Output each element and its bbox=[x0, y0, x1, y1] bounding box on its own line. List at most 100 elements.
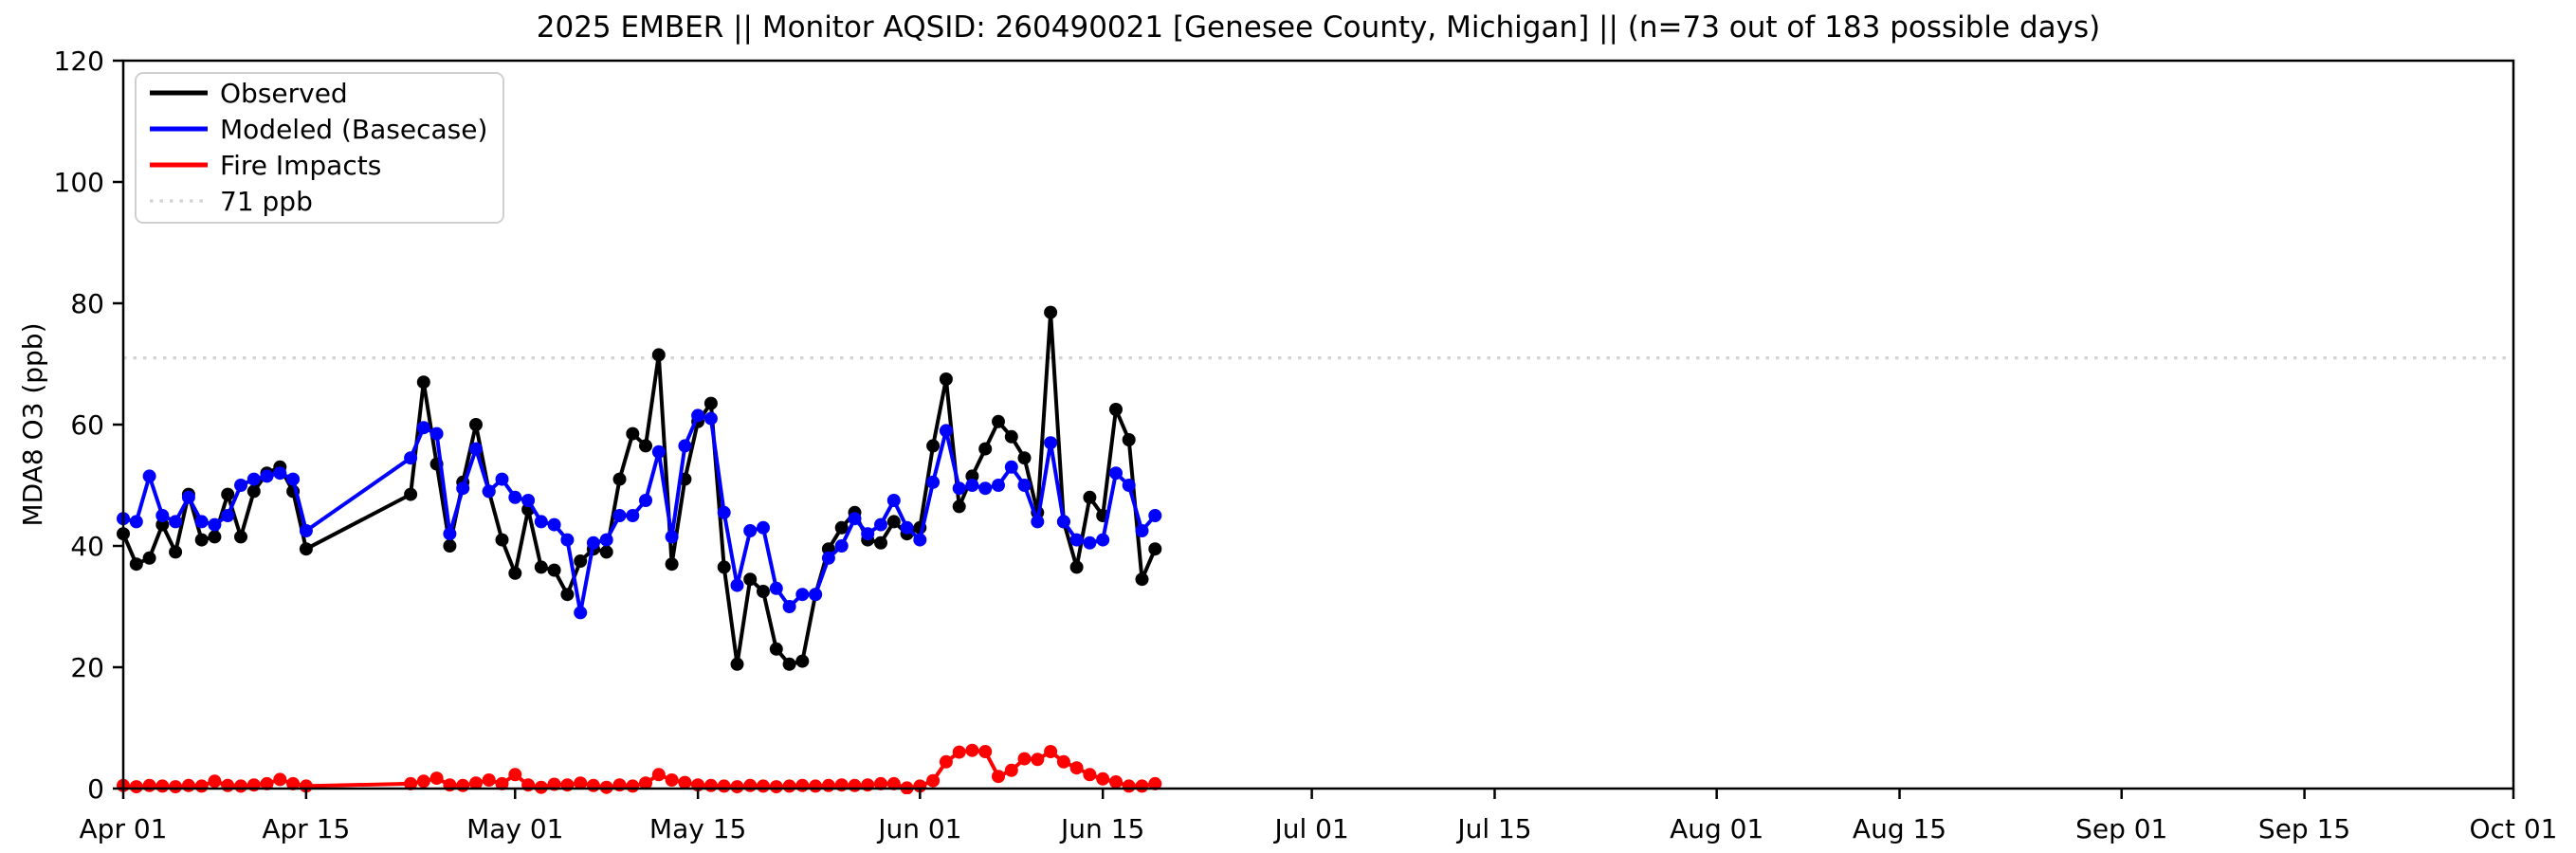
fire-impacts-series-marker bbox=[848, 778, 862, 792]
modeled-basecase-series-marker bbox=[848, 512, 862, 526]
modeled-basecase-series-marker bbox=[404, 451, 418, 465]
modeled-basecase-series-marker bbox=[651, 445, 666, 459]
x-tick-label: Aug 15 bbox=[1853, 813, 1946, 844]
modeled-basecase-series-marker bbox=[1056, 515, 1070, 529]
fire-impacts-series-marker bbox=[782, 779, 796, 793]
observed-series-marker bbox=[1109, 403, 1123, 416]
fire-impacts-series-marker bbox=[586, 778, 600, 792]
fire-impacts-series-marker bbox=[142, 778, 156, 792]
legend-item: Fire Impacts bbox=[150, 150, 381, 181]
modeled-basecase-series-marker bbox=[129, 515, 143, 529]
fire-impacts-series-marker bbox=[155, 779, 170, 793]
fire-impacts-series-marker bbox=[874, 776, 887, 790]
modeled-basecase-series-marker bbox=[992, 479, 1005, 492]
observed-series-marker bbox=[834, 520, 849, 535]
fire-impacts-series-marker bbox=[1044, 745, 1058, 758]
modeled-basecase-series-marker bbox=[155, 509, 170, 522]
modeled-basecase-series-marker bbox=[286, 472, 301, 486]
observed-series-marker bbox=[1044, 305, 1058, 319]
observed-series-marker bbox=[612, 472, 627, 486]
modeled-basecase-series-marker bbox=[703, 411, 718, 426]
modeled-basecase-series-marker bbox=[208, 517, 222, 532]
observed-series-marker bbox=[299, 542, 313, 556]
observed-series-marker bbox=[1083, 490, 1097, 504]
fire-impacts-series-marker bbox=[665, 773, 679, 787]
modeled-basecase-series-marker bbox=[782, 600, 796, 613]
observed-series-marker bbox=[665, 557, 679, 572]
legend-item: Observed bbox=[150, 78, 348, 109]
observed-series-marker bbox=[142, 551, 156, 565]
modeled-basecase-series-marker bbox=[1148, 509, 1162, 522]
fire-impacts-series-marker bbox=[978, 745, 993, 758]
modeled-basecase-series-marker bbox=[834, 539, 849, 553]
modeled-basecase-series-marker bbox=[978, 481, 993, 496]
observed-series-marker bbox=[599, 545, 613, 559]
fire-impacts-series-marker bbox=[757, 779, 770, 793]
fire-impacts-series-marker bbox=[639, 776, 652, 790]
fire-impacts-series-marker bbox=[795, 778, 810, 792]
fire-impacts-series-marker bbox=[769, 780, 783, 794]
fire-impacts-series-marker bbox=[429, 771, 444, 786]
chart-title: 2025 EMBER || Monitor AQSID: 260490021 [… bbox=[537, 10, 2100, 45]
observed-series-marker bbox=[769, 642, 783, 656]
modeled-basecase-series-marker bbox=[1122, 479, 1136, 492]
modeled-basecase-series-marker bbox=[574, 606, 588, 620]
fire-impacts-series bbox=[117, 743, 1162, 794]
fire-impacts-series-marker bbox=[194, 779, 209, 793]
fire-impacts-series-marker bbox=[717, 779, 731, 793]
modeled-basecase-series-marker bbox=[861, 527, 875, 541]
observed-series-marker bbox=[1069, 560, 1084, 574]
fire-impacts-series-marker bbox=[482, 773, 496, 787]
modeled-basecase-series-marker bbox=[273, 466, 287, 481]
observed-series-marker bbox=[560, 588, 575, 602]
fire-impacts-series-marker bbox=[1135, 779, 1149, 793]
fire-impacts-series-marker bbox=[1148, 776, 1162, 790]
modeled-basecase-series-marker bbox=[443, 527, 457, 541]
fire-impacts-series-marker bbox=[286, 776, 301, 790]
observed-series-marker bbox=[129, 557, 143, 572]
observed-series-marker bbox=[247, 484, 261, 499]
observed-series-marker bbox=[443, 539, 457, 553]
modeled-basecase-series-marker bbox=[626, 509, 640, 522]
modeled-basecase-series-marker bbox=[1044, 436, 1058, 450]
observed-series-marker bbox=[782, 657, 796, 671]
fire-impacts-series-marker bbox=[416, 774, 430, 789]
fire-impacts-series-marker bbox=[169, 780, 183, 794]
modeled-basecase-series-marker bbox=[299, 524, 313, 537]
observed-series-marker bbox=[194, 533, 209, 547]
observed-series-marker bbox=[155, 517, 170, 532]
modeled-basecase-series-marker bbox=[886, 494, 901, 507]
modeled-basecase-series-marker bbox=[456, 481, 470, 496]
modeled-basecase-series-marker bbox=[900, 520, 914, 535]
fire-impacts-series-marker bbox=[1056, 754, 1070, 769]
modeled-basecase-series-marker bbox=[1096, 533, 1110, 547]
legend-label: Fire Impacts bbox=[220, 150, 381, 181]
x-tick-label: May 15 bbox=[649, 813, 746, 844]
fire-impacts-series-marker bbox=[1017, 752, 1032, 766]
plot-area bbox=[123, 61, 2513, 789]
modeled-basecase-series-marker bbox=[757, 520, 770, 535]
fire-impacts-series-marker bbox=[1069, 761, 1084, 775]
legend: Observed Modeled (Basecase) Fire Impacts 71… bbox=[135, 72, 504, 224]
modeled-basecase-series-marker bbox=[874, 517, 887, 532]
y-axis: 0 20 40 60 80 100 120 bbox=[54, 45, 123, 805]
legend-box bbox=[135, 72, 504, 224]
fire-impacts-series-marker bbox=[456, 778, 470, 792]
observed-series-marker bbox=[221, 487, 235, 501]
modeled-basecase-series-marker bbox=[194, 515, 209, 529]
modeled-basecase-series-marker bbox=[730, 578, 744, 592]
y-tick-label: 60 bbox=[70, 409, 104, 441]
modeled-basecase-series-marker bbox=[1031, 515, 1045, 529]
modeled-basecase-series-marker bbox=[547, 517, 561, 532]
fire-impacts-series-marker bbox=[534, 780, 548, 794]
fire-impacts-series-marker bbox=[730, 780, 744, 794]
modeled-basecase-series-marker bbox=[952, 481, 966, 496]
fire-impacts-series-marker bbox=[1083, 768, 1097, 782]
observed-series-marker bbox=[404, 487, 418, 501]
modeled-basecase-series-marker bbox=[469, 442, 483, 456]
observed-series-marker bbox=[208, 530, 222, 544]
modeled-basecase-series-marker bbox=[612, 509, 627, 522]
modeled-basecase-series-marker bbox=[639, 494, 652, 507]
x-axis: Apr 01 Apr 15 May 01 May 15 Jun 01 Jun 15 Jul … bbox=[80, 789, 2557, 844]
